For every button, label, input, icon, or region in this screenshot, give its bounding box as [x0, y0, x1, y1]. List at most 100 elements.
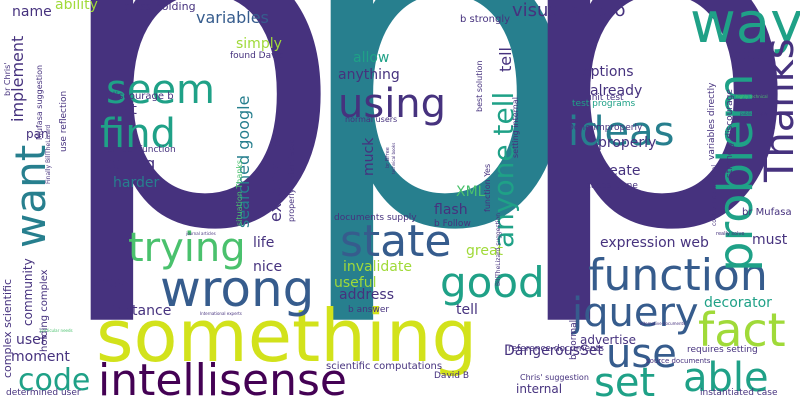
word-best-solution: best solution — [475, 60, 484, 112]
word-p-middle: p — [288, 0, 587, 333]
word-external-js: external js — [266, 138, 285, 222]
word-found-david: found David — [230, 51, 285, 61]
word-seem: seem — [106, 67, 216, 113]
word-instantiated-case: instantiated case — [700, 388, 778, 398]
word-properly-instantiated: properly instantiated — [287, 138, 296, 222]
word-jquery: jquery — [572, 290, 699, 336]
word-harder: harder — [113, 175, 160, 191]
word-determined-user: determined user — [6, 388, 81, 398]
word-b-strongly: b strongly — [460, 14, 511, 25]
word-dangerousset: DangerousSet — [504, 343, 603, 359]
word-function-yes: function Yes — [483, 163, 492, 212]
word-using: using — [338, 81, 447, 127]
word-function: function — [588, 250, 768, 301]
word-advertise: advertise — [580, 333, 637, 347]
word-reference-documents: reference documents — [508, 344, 604, 354]
word-strongly-discourage: strongly discourage — [725, 89, 735, 178]
word-situation-thanks: situation Thanks — [235, 159, 244, 226]
word-use-reflection: use reflection — [59, 90, 69, 152]
word-br-chris: br Chris' — [3, 62, 12, 96]
word-trying: trying — [128, 225, 246, 271]
word-david-b: David B — [434, 371, 470, 381]
word-tell: tell — [496, 46, 515, 72]
word-b-answer: b answer — [348, 305, 390, 315]
word-able: able — [683, 355, 769, 400]
word-b-follow: b Follow — [434, 219, 471, 229]
word-anything: anything — [338, 67, 400, 83]
word-already: already — [590, 83, 643, 99]
word-scientific-computations: scientific computations — [326, 361, 443, 372]
word-technical-books: technical books — [391, 142, 396, 174]
word-visual-studio: visual studio — [512, 0, 626, 21]
word-chris-suggestion: Chris' suggestion — [520, 373, 589, 382]
word-find: find — [100, 111, 176, 157]
word-expression-web: expression web — [600, 235, 709, 251]
word-requires-setting: requires setting — [687, 345, 758, 355]
word-allow: allow — [353, 50, 390, 66]
word-member-function: member function — [98, 145, 176, 155]
word-publish-highly: publish highly — [740, 111, 768, 116]
word-setting-internal: setting internal — [511, 97, 520, 158]
word-implement: implement — [8, 35, 27, 122]
word-really-solve: really solve — [716, 231, 745, 237]
word-cases-done: cases Done — [586, 181, 638, 191]
word-options: options — [582, 64, 634, 80]
word-calling: calling — [103, 154, 156, 173]
word-fact: fact — [698, 303, 786, 357]
word-invalidate: invalidate — [343, 259, 412, 275]
word-variables: variables — [196, 8, 269, 27]
word-internal: internal — [516, 382, 563, 396]
word-tell-small: tell — [456, 302, 478, 318]
word-good: good — [440, 258, 545, 307]
word-useful: useful — [334, 275, 377, 291]
word-b-normal: b normal — [569, 319, 579, 360]
word-something: something — [96, 294, 478, 378]
word-code: code — [18, 363, 91, 398]
word-particular-needs: particular needs — [40, 328, 73, 333]
word-variables-directly: variables directly — [707, 82, 717, 160]
word-wrong: wrong — [160, 260, 315, 318]
word-unit-test: unit test — [586, 93, 624, 103]
word-documents-supply: documents supply — [334, 213, 417, 223]
word-life: life — [253, 235, 275, 251]
word-test: test — [110, 102, 137, 118]
word-class-holding: class holding — [124, 0, 196, 13]
word-billthelizard-suggestion: BillTheLizard suggestion — [495, 212, 502, 286]
word-flash: flash — [434, 202, 468, 218]
word-set: set — [594, 360, 656, 400]
word-xml: XML — [456, 184, 486, 200]
word-simply: simply — [236, 36, 282, 52]
word-community: community — [21, 258, 35, 326]
word-mufasa-suggestion: Mufasa suggestion — [35, 64, 44, 140]
word-p-right: p — [505, 0, 800, 333]
word-way: way — [690, 0, 800, 56]
word-p-left: p — [48, 0, 347, 333]
word-journal-articles: journal articles — [186, 231, 216, 236]
word-moment: moment — [11, 349, 70, 365]
word-great: great — [466, 243, 504, 259]
word-discourage-b: discourage b — [109, 91, 174, 102]
word-test-programs: test programs — [572, 99, 636, 109]
word-user: user — [16, 332, 47, 348]
word-finally-billthelizard: Finally BillTheLizard — [45, 124, 52, 184]
word-br-mufasa: br Mufasa — [742, 207, 792, 218]
word-international-experts: International experts — [200, 311, 242, 316]
word-must: must — [752, 232, 788, 248]
word-state: state — [340, 216, 452, 267]
word-create: create — [596, 163, 641, 179]
word-show: show — [93, 275, 130, 291]
word-highly-technical: highly technical — [736, 94, 768, 99]
word-nice: nice — [253, 259, 283, 275]
word-data: data — [734, 47, 766, 63]
word-decorator: decorator — [704, 295, 772, 311]
word-control-international: control International — [711, 165, 718, 226]
word-source-documents: source documents — [646, 357, 711, 365]
word-name: name — [12, 4, 52, 20]
word-pan: pan — [26, 127, 49, 141]
word-address: address — [339, 287, 395, 303]
word-instance: instance — [112, 303, 172, 319]
word-intellisense: intellisense — [98, 355, 347, 400]
word-properly: properly — [598, 135, 657, 151]
word-ideas: ideas — [568, 109, 675, 155]
word-alternative-documents: alternative documents — [640, 321, 686, 326]
